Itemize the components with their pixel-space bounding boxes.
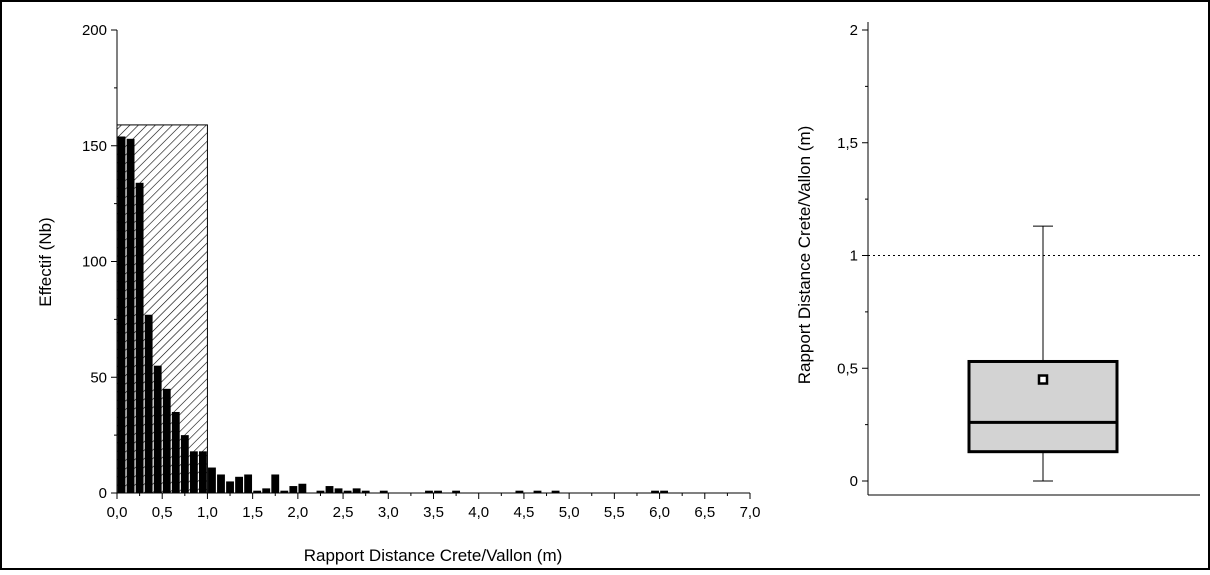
histogram-bar [334, 488, 343, 493]
histogram-x-tick-label: 2,5 [333, 504, 354, 521]
histogram-axes [116, 30, 750, 494]
histogram-x-tick-label: 6,5 [694, 504, 715, 521]
histogram-bar [162, 388, 171, 493]
histogram-x-tick-label: 7,0 [740, 504, 761, 521]
histogram-x-tick-label: 3,5 [423, 504, 444, 521]
histogram-bar [316, 490, 325, 493]
histogram-bar [352, 488, 361, 493]
histogram-bar [379, 490, 388, 493]
histogram-y-tick-label: 150 [82, 138, 107, 155]
histogram-x-ticks: 0,0 0,5 1,0 1,5 2,0 2,5 3,0 3,5 4,0 4,5 5,0 5,5 6,0 6… [107, 493, 761, 521]
boxplot-y-tick-label: 1 [850, 248, 858, 265]
histogram-bars [117, 136, 669, 494]
histogram-bar [262, 488, 271, 493]
histogram-x-tick-label: 6,0 [649, 504, 670, 521]
histogram-bar [434, 490, 442, 493]
histogram-bar [226, 481, 234, 493]
histogram-bar [361, 490, 370, 493]
histogram-bar [135, 182, 144, 494]
histogram-bar [253, 490, 262, 493]
histogram-y-tick-label: 200 [82, 22, 107, 39]
histogram-bar [198, 451, 207, 493]
boxplot-y-tick-label: 1,5 [837, 135, 858, 152]
histogram-chart: 0,0 0,5 1,0 1,5 2,0 2,5 3,0 3,5 4,0 4,5 5,0 5,5 6,0 6… [36, 22, 760, 565]
histogram-bar [298, 483, 307, 493]
histogram-x-tick-label: 1,5 [242, 504, 263, 521]
histogram-bar [144, 314, 153, 493]
histogram-bar [189, 451, 198, 493]
histogram-x-tick-label: 2,0 [287, 504, 308, 521]
histogram-y-tick-label: 0 [99, 485, 107, 502]
histogram-bar [660, 490, 669, 493]
histogram-bar [551, 490, 560, 493]
histogram-y-tick-label: 100 [82, 254, 107, 271]
histogram-bar [153, 365, 162, 493]
histogram-bar [515, 490, 524, 493]
histogram-bar [217, 474, 225, 493]
boxplot-axes [867, 22, 1200, 496]
histogram-bar [425, 490, 433, 493]
boxplot-y-tick-label: 0 [850, 473, 858, 490]
histogram-y-tick-label: 50 [90, 369, 107, 386]
boxplot-y-tick-label: 0,5 [837, 360, 858, 377]
histogram-bar [280, 490, 289, 493]
histogram-bar [343, 490, 352, 493]
histogram-bar [325, 486, 334, 493]
boxplot-chart: 0 0,5 1 1,5 2 Rapport Distance Crete/Vallon … [795, 22, 1200, 496]
histogram-bar [235, 476, 243, 493]
histogram-x-tick-label: 0,0 [107, 504, 128, 521]
histogram-bar [244, 474, 253, 493]
boxplot-y-ticks: 0 0,5 1 1,5 2 [837, 22, 868, 490]
histogram-bar [208, 467, 216, 493]
histogram-x-tick-label: 5,5 [604, 504, 625, 521]
histogram-x-tick-label: 0,5 [152, 504, 173, 521]
histogram-bar [117, 136, 126, 494]
histogram-bar [533, 490, 542, 493]
histogram-bar [289, 486, 298, 493]
boxplot-y-tick-label: 2 [850, 22, 858, 39]
histogram-y-ticks: 0 50 100 150 200 [82, 22, 117, 502]
histogram-x-tick-label: 5,0 [559, 504, 580, 521]
histogram-bar [271, 474, 280, 493]
histogram-y-axis-title: Effectif (Nb) [36, 217, 55, 306]
histogram-x-tick-label: 3,0 [378, 504, 399, 521]
histogram-x-tick-label: 4,5 [513, 504, 534, 521]
boxplot-marks [868, 225, 1200, 482]
histogram-bar [180, 435, 189, 493]
histogram-bar [171, 411, 180, 493]
histogram-x-tick-label: 1,0 [197, 504, 218, 521]
histogram-x-tick-label: 4,0 [468, 504, 489, 521]
mean-marker [1037, 374, 1049, 385]
histogram-bar [126, 138, 135, 493]
boxplot-y-axis-title: Rapport Distance Crete/Vallon (m) [795, 126, 814, 385]
histogram-x-axis-title: Rapport Distance Crete/Vallon (m) [304, 546, 563, 565]
histogram-bar [452, 490, 461, 493]
histogram-bar [651, 490, 659, 493]
